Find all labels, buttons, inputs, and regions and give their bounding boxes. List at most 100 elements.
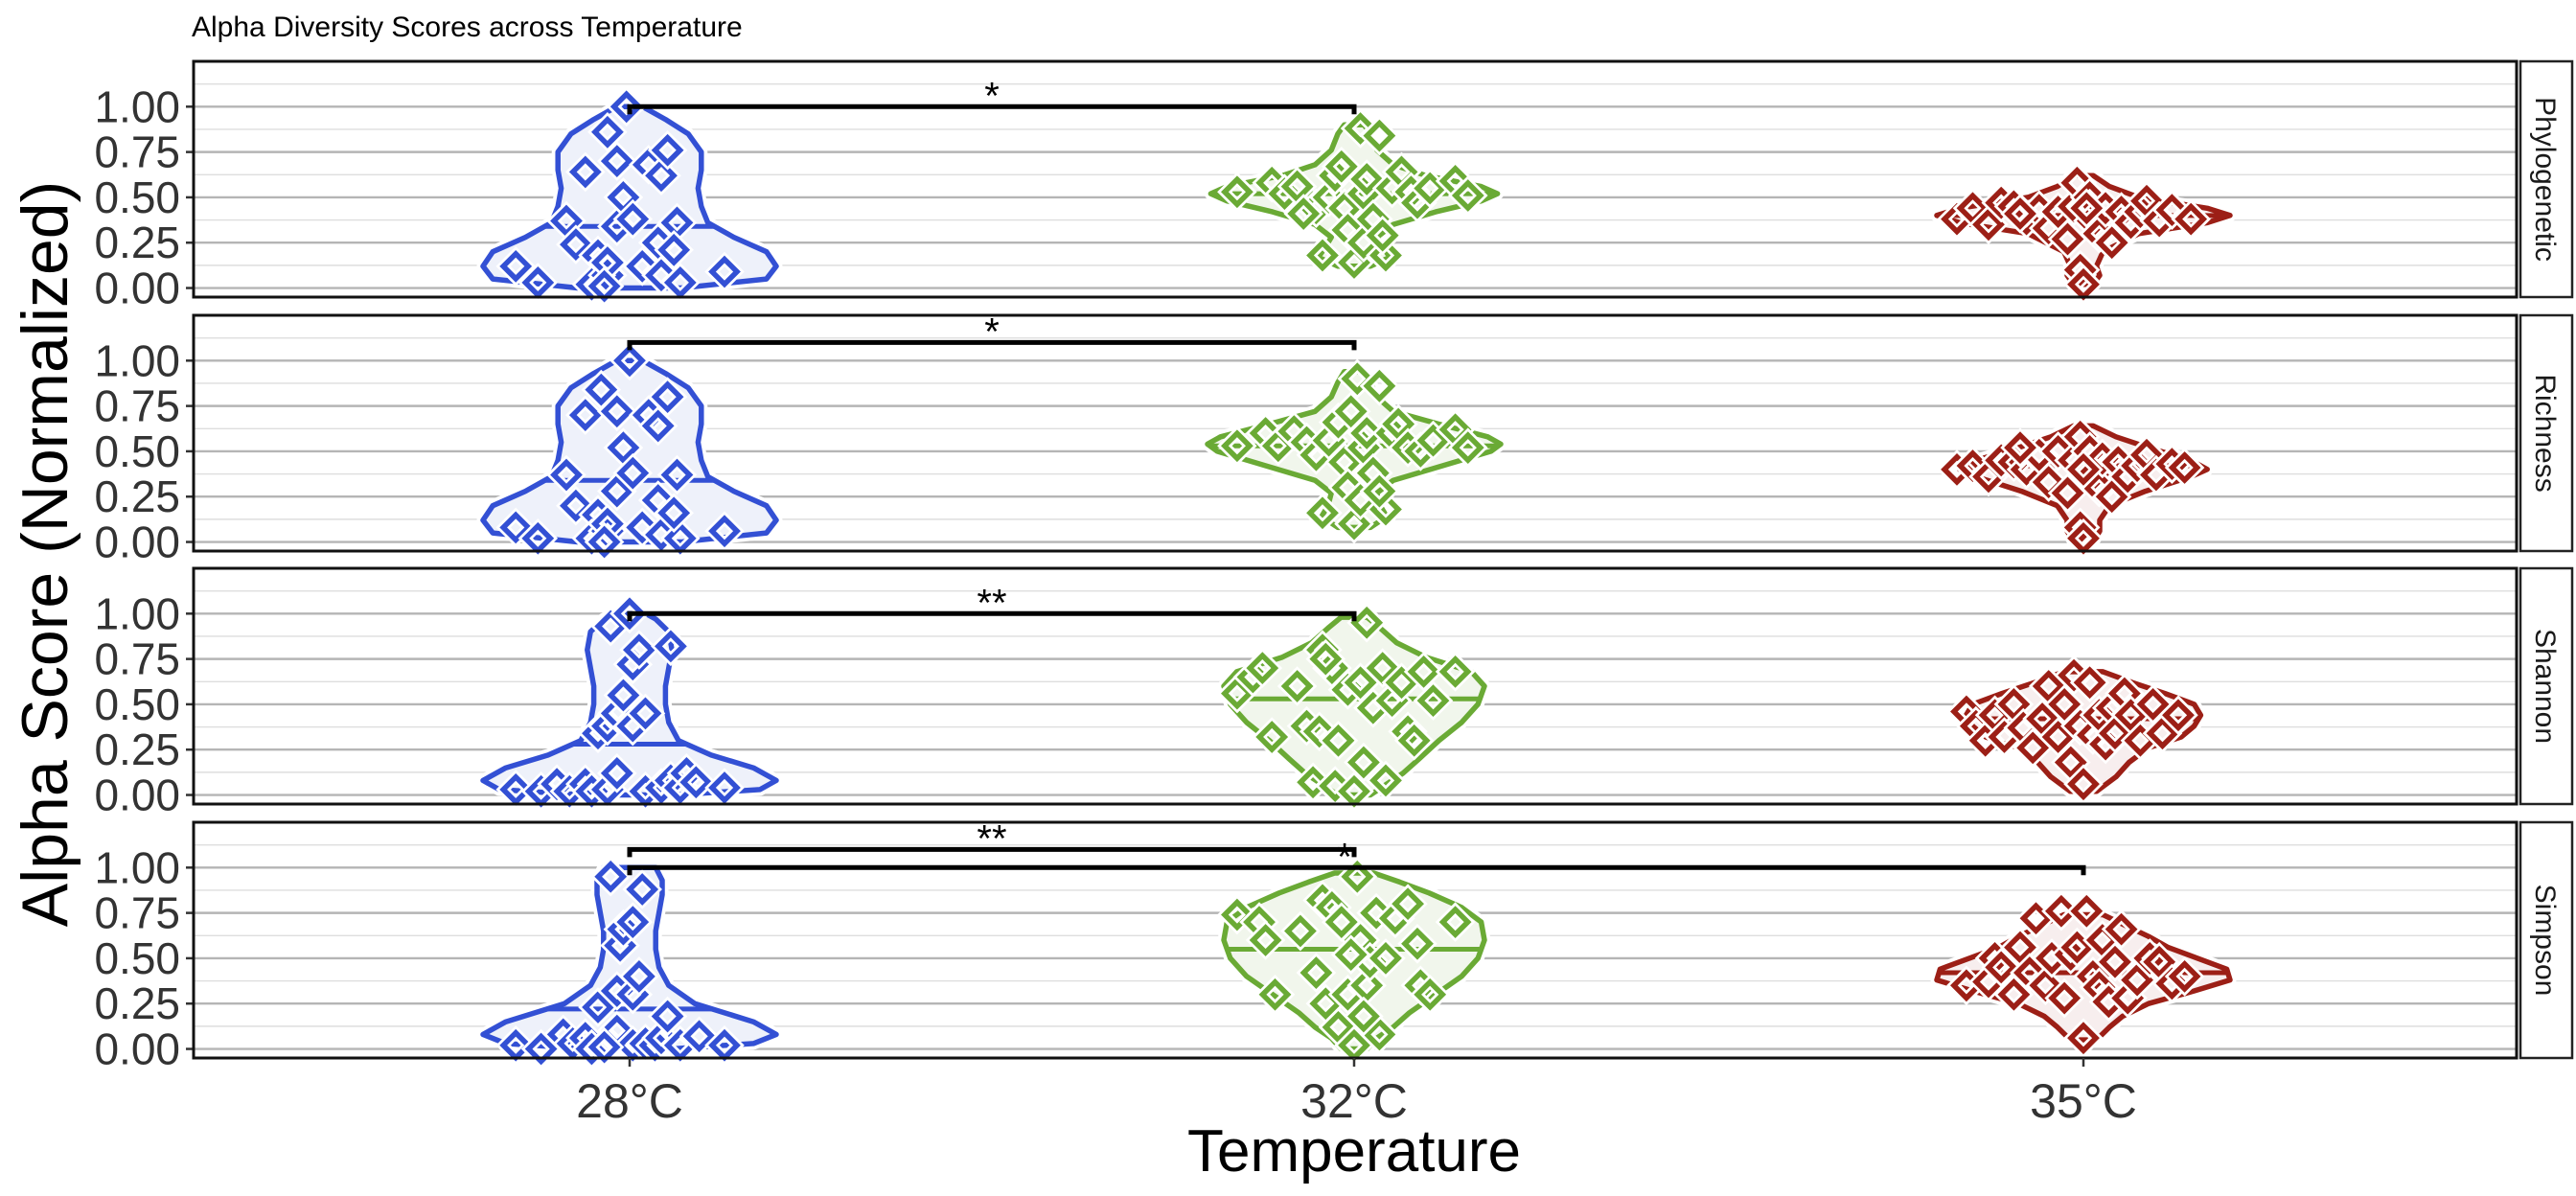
data-point [1341, 860, 1374, 893]
y-tick-label: 0.50 [94, 172, 180, 222]
data-point [607, 678, 640, 712]
data-point [499, 772, 533, 806]
data-point [2045, 894, 2078, 928]
data-point [1438, 655, 1472, 688]
bracket-line [627, 864, 2086, 876]
data-point [657, 233, 691, 266]
data-point [660, 458, 694, 492]
data-point [655, 630, 687, 663]
x-axis: 28°C 32°C 35°C [576, 1058, 2137, 1128]
data-point [2060, 931, 2094, 964]
data-point [2032, 466, 2065, 498]
data-point [1438, 906, 1472, 938]
data-point [499, 249, 533, 283]
data-point [2026, 702, 2058, 735]
data-point [607, 912, 640, 946]
data-point [1280, 670, 1314, 702]
data-point [582, 991, 614, 1024]
data-point [600, 474, 633, 508]
panel-richness: 0.000.250.500.751.00 * Richness [94, 310, 2574, 567]
y-tick-label: 0.00 [94, 770, 180, 820]
data-point [585, 373, 618, 406]
data-point [1397, 724, 1431, 757]
data-point [1344, 112, 1377, 145]
data-point [1249, 924, 1282, 956]
data-point [1297, 766, 1329, 799]
x-tick-label: 28°C [576, 1074, 683, 1128]
data-point [2051, 476, 2084, 510]
data-point [1392, 887, 1424, 921]
y-tick-label: 0.50 [94, 679, 180, 729]
data-point [629, 697, 662, 730]
data-point [708, 515, 741, 548]
panel-border [192, 313, 2518, 553]
data-point [1344, 666, 1377, 700]
significance-bracket: * [627, 310, 1357, 353]
data-point [1363, 1018, 1396, 1051]
data-point [1985, 951, 2018, 984]
data-point [663, 265, 697, 299]
data-point [2032, 670, 2065, 702]
data-point [1287, 197, 1321, 230]
facet-strip-label: Simpson [2529, 885, 2561, 997]
data-point [1306, 496, 1339, 530]
data-point [626, 249, 659, 283]
data-point [2067, 768, 2100, 801]
data-point [2041, 721, 2075, 753]
data-point [1258, 978, 1292, 1011]
data-point [568, 399, 602, 431]
panel-shannon: 0.000.250.500.751.00 ** Shannon [94, 566, 2574, 820]
data-point [1347, 746, 1380, 779]
data-point [587, 1030, 621, 1064]
significance-label: * [1337, 836, 1352, 878]
panel-border [192, 59, 2518, 299]
data-point [2143, 945, 2176, 978]
data-point [679, 766, 713, 799]
y-tick-label: 0.00 [94, 1024, 180, 1074]
data-point [1414, 978, 1447, 1011]
data-point [613, 344, 646, 378]
data-point [2104, 912, 2138, 946]
significance-label: * [984, 75, 1000, 117]
significance-bracket: * [627, 75, 1357, 117]
data-point [1284, 914, 1317, 948]
data-point [616, 456, 650, 490]
data-point [607, 431, 640, 465]
data-point [1369, 239, 1402, 272]
data-point [657, 496, 691, 530]
data-point [1997, 688, 2031, 721]
data-point [1280, 170, 1314, 203]
data-point [623, 633, 656, 667]
data-point [1414, 172, 1447, 205]
data-point [2004, 197, 2036, 230]
data-point [1324, 150, 1358, 183]
x-tick-label: 35°C [2030, 1074, 2137, 1128]
significance-label: * [984, 310, 1000, 353]
data-point [1997, 978, 2031, 1011]
data-point [626, 511, 659, 544]
data-point [568, 155, 602, 189]
data-point [682, 1020, 716, 1053]
y-tick-label: 0.75 [94, 127, 180, 177]
facet-strip [2518, 313, 2574, 553]
data-point [2019, 902, 2053, 935]
data-point [2095, 226, 2128, 260]
data-point [594, 860, 628, 893]
data-point [1306, 239, 1339, 272]
data-point [2146, 717, 2179, 750]
y-tick-label: 1.00 [94, 81, 180, 131]
y-tick-label: 0.75 [94, 634, 180, 684]
data-point [1334, 938, 1368, 972]
significance-label: ** [977, 582, 1006, 624]
y-tick-label: 1.00 [94, 335, 180, 385]
data-point [708, 255, 741, 288]
data-point [2004, 431, 2036, 465]
data-point [1309, 642, 1343, 676]
significance-bracket: * [627, 836, 2086, 878]
data-point [1360, 896, 1392, 930]
data-point [1338, 507, 1370, 540]
x-axis-title: Temperature [1187, 1118, 1521, 1184]
data-point [1363, 369, 1396, 402]
data-point [1300, 956, 1333, 989]
data-point [1416, 684, 1450, 718]
